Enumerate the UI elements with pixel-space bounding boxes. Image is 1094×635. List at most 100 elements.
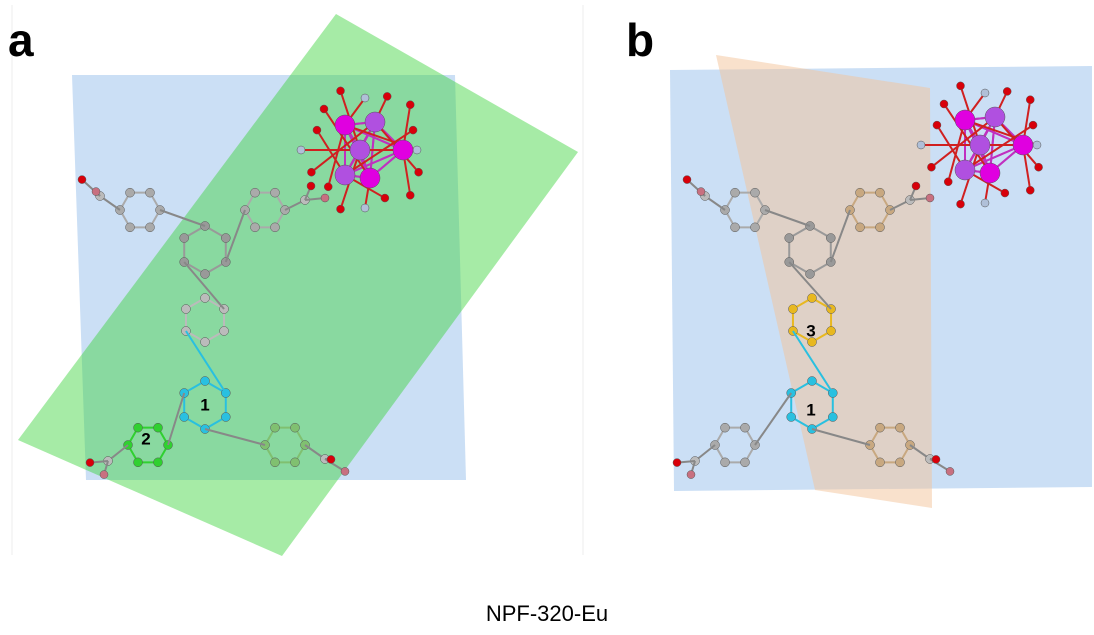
atom <box>788 305 797 314</box>
atom <box>741 458 750 467</box>
atom <box>406 101 414 109</box>
atom <box>297 146 305 154</box>
atom <box>221 234 230 243</box>
atom <box>220 327 229 336</box>
atom <box>335 165 355 185</box>
ring-label: 3 <box>806 321 815 340</box>
atom <box>896 423 905 432</box>
atom <box>271 458 280 467</box>
atom <box>1001 189 1009 197</box>
atom <box>221 413 230 422</box>
atom <box>1029 121 1037 129</box>
atom <box>201 270 210 279</box>
atom <box>806 270 815 279</box>
atom <box>751 223 760 232</box>
atom <box>1033 141 1041 149</box>
figure: a b 1 2 3 1 NPF-320-Eu <box>0 0 1094 635</box>
atom <box>181 305 190 314</box>
atom <box>785 234 794 243</box>
atom <box>415 168 423 176</box>
atom <box>721 458 730 467</box>
atom <box>406 191 414 199</box>
atom <box>944 178 952 186</box>
atom <box>201 377 210 386</box>
atom <box>341 467 349 475</box>
atom <box>808 294 817 303</box>
atom <box>360 168 380 188</box>
atom <box>409 126 417 134</box>
atom <box>337 205 345 213</box>
atom <box>291 423 300 432</box>
atom <box>856 223 865 232</box>
atom <box>683 176 691 184</box>
atom <box>955 110 975 130</box>
atom <box>335 115 355 135</box>
atom <box>251 223 260 232</box>
ring-label: 1 <box>200 395 209 414</box>
atom <box>876 423 885 432</box>
atom <box>940 100 948 108</box>
atom <box>933 121 941 129</box>
atom <box>828 413 837 422</box>
atom <box>787 413 796 422</box>
atom <box>896 458 905 467</box>
atom <box>1035 163 1043 171</box>
atom <box>981 199 989 207</box>
atom <box>307 168 315 176</box>
atom <box>313 126 321 134</box>
atom <box>320 105 328 113</box>
atom <box>381 194 389 202</box>
atom <box>413 146 421 154</box>
atom <box>271 423 280 432</box>
atom <box>876 188 885 197</box>
atom <box>365 112 385 132</box>
atom <box>393 140 413 160</box>
atom <box>92 188 100 196</box>
atom <box>957 82 965 90</box>
atom <box>180 413 189 422</box>
atom <box>731 223 740 232</box>
atom <box>180 234 189 243</box>
atom <box>955 160 975 180</box>
atom <box>980 163 1000 183</box>
atom <box>957 200 965 208</box>
ring-label: 1 <box>806 400 815 419</box>
atom <box>201 294 210 303</box>
ring-label: 2 <box>141 429 150 448</box>
atom <box>1013 135 1033 155</box>
atom <box>271 223 280 232</box>
atom <box>307 182 315 190</box>
atom <box>970 135 990 155</box>
atom <box>78 176 86 184</box>
atom <box>251 188 260 197</box>
atom <box>146 223 155 232</box>
atom <box>146 188 155 197</box>
atom <box>751 188 760 197</box>
panel-label: a <box>8 14 34 66</box>
atom <box>932 455 940 463</box>
atom <box>86 459 94 467</box>
atom <box>321 194 329 202</box>
atom <box>126 223 135 232</box>
atom <box>291 458 300 467</box>
atom <box>271 188 280 197</box>
atom <box>126 188 135 197</box>
atom <box>201 338 210 347</box>
atom <box>1026 186 1034 194</box>
atom <box>731 188 740 197</box>
atom <box>876 223 885 232</box>
atom <box>826 234 835 243</box>
atom <box>327 455 335 463</box>
atom <box>808 377 817 386</box>
atom <box>917 141 925 149</box>
atom <box>856 188 865 197</box>
atom <box>687 471 695 479</box>
atom <box>926 194 934 202</box>
atom <box>912 182 920 190</box>
caption: NPF-320-Eu <box>486 601 608 626</box>
atom <box>927 163 935 171</box>
atom <box>741 423 750 432</box>
atom <box>154 458 163 467</box>
atom <box>721 423 730 432</box>
atom <box>985 107 1005 127</box>
